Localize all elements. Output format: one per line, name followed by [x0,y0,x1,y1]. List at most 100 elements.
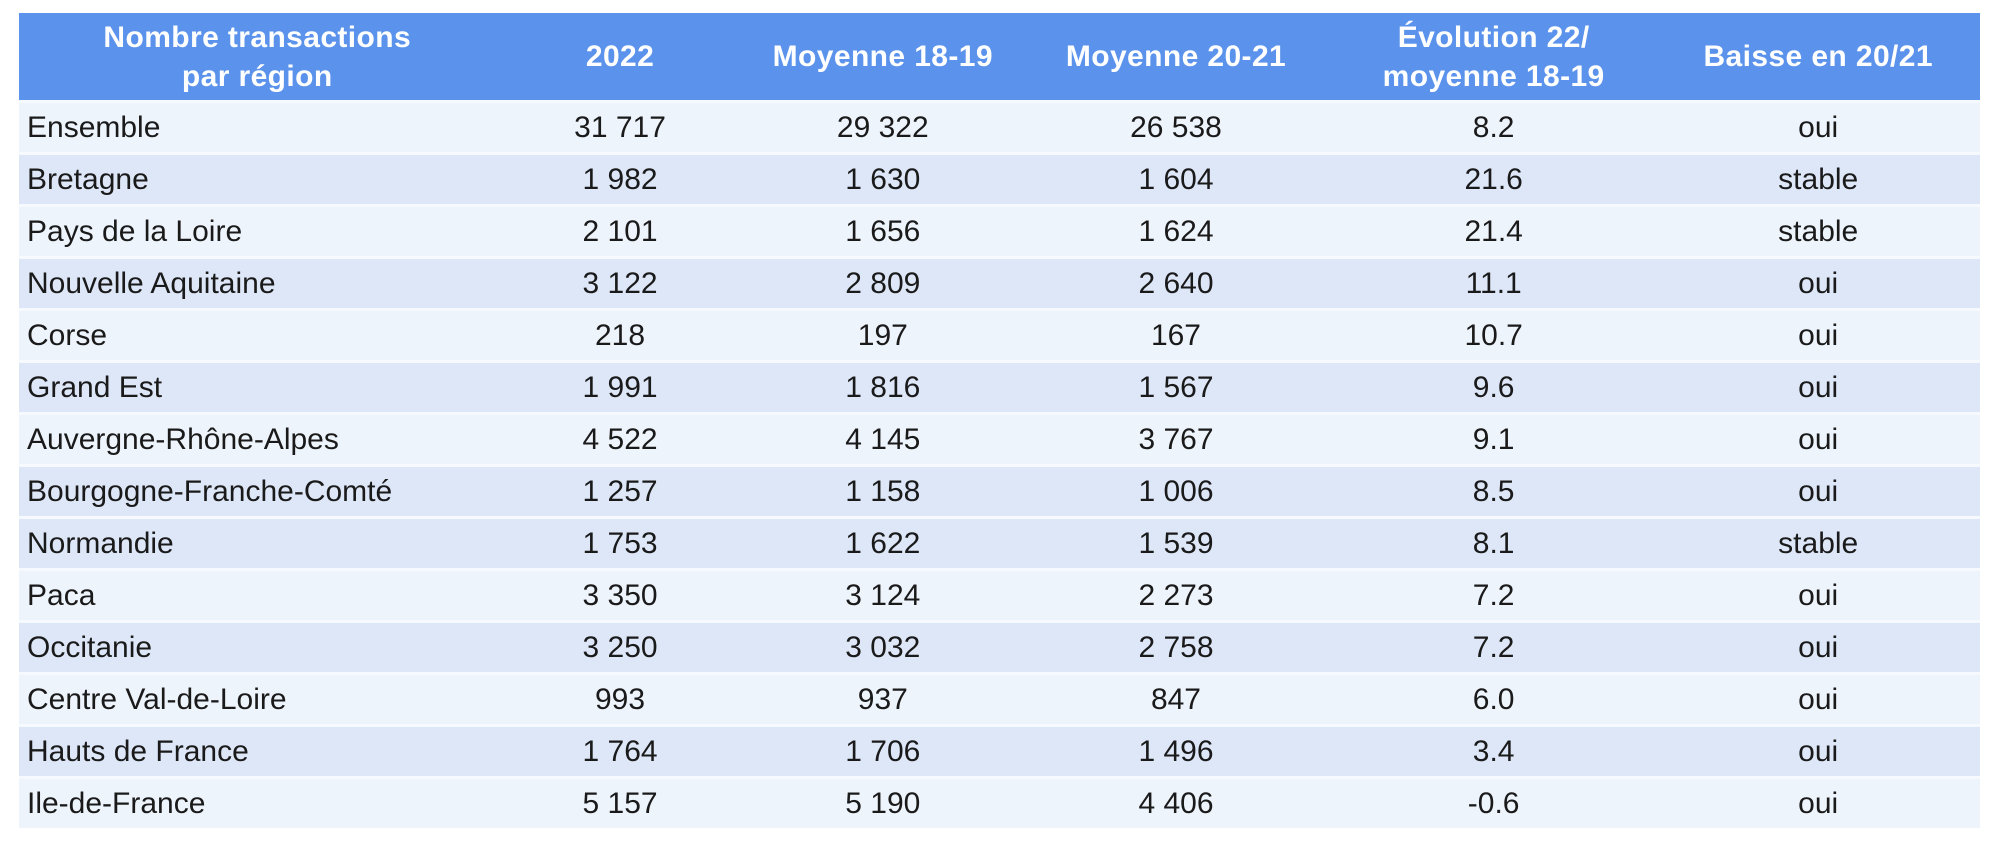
cell-region: Normandie [19,516,496,568]
cell-2022: 1 753 [495,516,745,568]
cell-region: Bourgogne-Franche-Comté [19,464,496,516]
table-row-pays-de-la-loire: Pays de la Loire 2 101 1 656 1 624 21.4 … [19,204,1980,256]
cell-baisse: oui [1656,360,1980,412]
cell-region: Nouvelle Aquitaine [19,256,496,308]
cell-moyenne-18-19: 197 [744,308,1022,360]
cell-evolution: 6.0 [1330,672,1657,724]
cell-moyenne-20-21: 4 406 [1021,776,1331,828]
cell-baisse: oui [1656,464,1980,516]
column-header-moyenne-18-19: Moyenne 18-19 [744,13,1022,100]
cell-moyenne-18-19: 5 190 [744,776,1022,828]
cell-2022: 31 717 [495,100,745,152]
cell-moyenne-20-21: 847 [1021,672,1331,724]
cell-2022: 993 [495,672,745,724]
cell-baisse: oui [1656,100,1980,152]
cell-region: Occitanie [19,620,496,672]
cell-2022: 1 764 [495,724,745,776]
table-row-auvergne-rhone-alpes: Auvergne-Rhône-Alpes 4 522 4 145 3 767 9… [19,412,1980,464]
cell-evolution: -0.6 [1330,776,1657,828]
cell-2022: 1 991 [495,360,745,412]
cell-evolution: 9.1 [1330,412,1657,464]
cell-baisse: oui [1656,568,1980,620]
cell-moyenne-20-21: 26 538 [1021,100,1331,152]
column-header-baisse: Baisse en 20/21 [1656,13,1980,100]
cell-moyenne-20-21: 1 624 [1021,204,1331,256]
cell-region: Ensemble [19,100,496,152]
cell-2022: 5 157 [495,776,745,828]
cell-moyenne-18-19: 3 032 [744,620,1022,672]
cell-moyenne-18-19: 1 622 [744,516,1022,568]
cell-region: Hauts de France [19,724,496,776]
cell-2022: 1 257 [495,464,745,516]
table-header: Nombre transactions par région 2022 Moye… [19,13,1980,100]
cell-2022: 2 101 [495,204,745,256]
cell-baisse: oui [1656,256,1980,308]
cell-baisse: oui [1656,620,1980,672]
cell-moyenne-20-21: 1 567 [1021,360,1331,412]
header-line: Moyenne 18-19 [772,40,993,73]
cell-baisse: oui [1656,412,1980,464]
table-row-grand-est: Grand Est 1 991 1 816 1 567 9.6 oui [19,360,1980,412]
header-row: Nombre transactions par région 2022 Moye… [19,13,1980,100]
cell-moyenne-20-21: 3 767 [1021,412,1331,464]
cell-moyenne-20-21: 1 006 [1021,464,1331,516]
table-row-centre-val-de-loire: Centre Val-de-Loire 993 937 847 6.0 oui [19,672,1980,724]
cell-moyenne-20-21: 1 604 [1021,152,1331,204]
cell-region: Corse [19,308,496,360]
cell-moyenne-18-19: 1 656 [744,204,1022,256]
table-row-occitanie: Occitanie 3 250 3 032 2 758 7.2 oui [19,620,1980,672]
cell-region: Bretagne [19,152,496,204]
cell-region: Grand Est [19,360,496,412]
column-header-region: Nombre transactions par région [19,13,496,100]
table-row-ile-de-france: Ile-de-France 5 157 5 190 4 406 -0.6 oui [19,776,1980,828]
header-line: par région [181,59,333,93]
cell-moyenne-18-19: 937 [744,672,1022,724]
cell-moyenne-18-19: 1 816 [744,360,1022,412]
cell-moyenne-18-19: 4 145 [744,412,1022,464]
cell-2022: 1 982 [495,152,745,204]
transactions-table-container: Nombre transactions par région 2022 Moye… [19,13,1980,828]
table-row-paca: Paca 3 350 3 124 2 273 7.2 oui [19,568,1980,620]
cell-moyenne-18-19: 1 706 [744,724,1022,776]
cell-2022: 4 522 [495,412,745,464]
table-body: Ensemble 31 717 29 322 26 538 8.2 oui Br… [19,100,1980,828]
header-line: Moyenne 20-21 [1065,40,1287,73]
cell-2022: 3 350 [495,568,745,620]
cell-2022: 3 122 [495,256,745,308]
table-row-hauts-de-france: Hauts de France 1 764 1 706 1 496 3.4 ou… [19,724,1980,776]
cell-evolution: 7.2 [1330,568,1657,620]
cell-region: Ile-de-France [19,776,496,828]
table-row-bretagne: Bretagne 1 982 1 630 1 604 21.6 stable [19,152,1980,204]
header-line: moyenne 18-19 [1382,59,1605,93]
table-row-normandie: Normandie 1 753 1 622 1 539 8.1 stable [19,516,1980,568]
cell-evolution: 8.5 [1330,464,1657,516]
cell-evolution: 21.6 [1330,152,1657,204]
table-row-nouvelle-aquitaine: Nouvelle Aquitaine 3 122 2 809 2 640 11.… [19,256,1980,308]
cell-moyenne-20-21: 167 [1021,308,1331,360]
cell-evolution: 3.4 [1330,724,1657,776]
cell-baisse: oui [1656,724,1980,776]
cell-moyenne-20-21: 1 539 [1021,516,1331,568]
column-header-evolution: Évolution 22/ moyenne 18-19 [1330,13,1657,100]
column-header-2022: 2022 [495,13,745,100]
cell-region: Auvergne-Rhône-Alpes [19,412,496,464]
header-line: Évolution 22/ [1397,20,1590,54]
cell-evolution: 7.2 [1330,620,1657,672]
cell-region: Paca [19,568,496,620]
cell-moyenne-18-19: 1 630 [744,152,1022,204]
column-header-moyenne-20-21: Moyenne 20-21 [1021,13,1331,100]
cell-baisse: stable [1656,152,1980,204]
cell-moyenne-18-19: 3 124 [744,568,1022,620]
cell-evolution: 21.4 [1330,204,1657,256]
header-line: Baisse en 20/21 [1703,40,1933,73]
table-row-corse: Corse 218 197 167 10.7 oui [19,308,1980,360]
cell-region: Centre Val-de-Loire [19,672,496,724]
cell-evolution: 8.1 [1330,516,1657,568]
cell-evolution: 9.6 [1330,360,1657,412]
header-line: 2022 [585,40,655,73]
header-line: Nombre transactions [103,20,412,54]
cell-moyenne-18-19: 1 158 [744,464,1022,516]
table-row-bourgogne-franche-comte: Bourgogne-Franche-Comté 1 257 1 158 1 00… [19,464,1980,516]
cell-evolution: 8.2 [1330,100,1657,152]
cell-region: Pays de la Loire [19,204,496,256]
